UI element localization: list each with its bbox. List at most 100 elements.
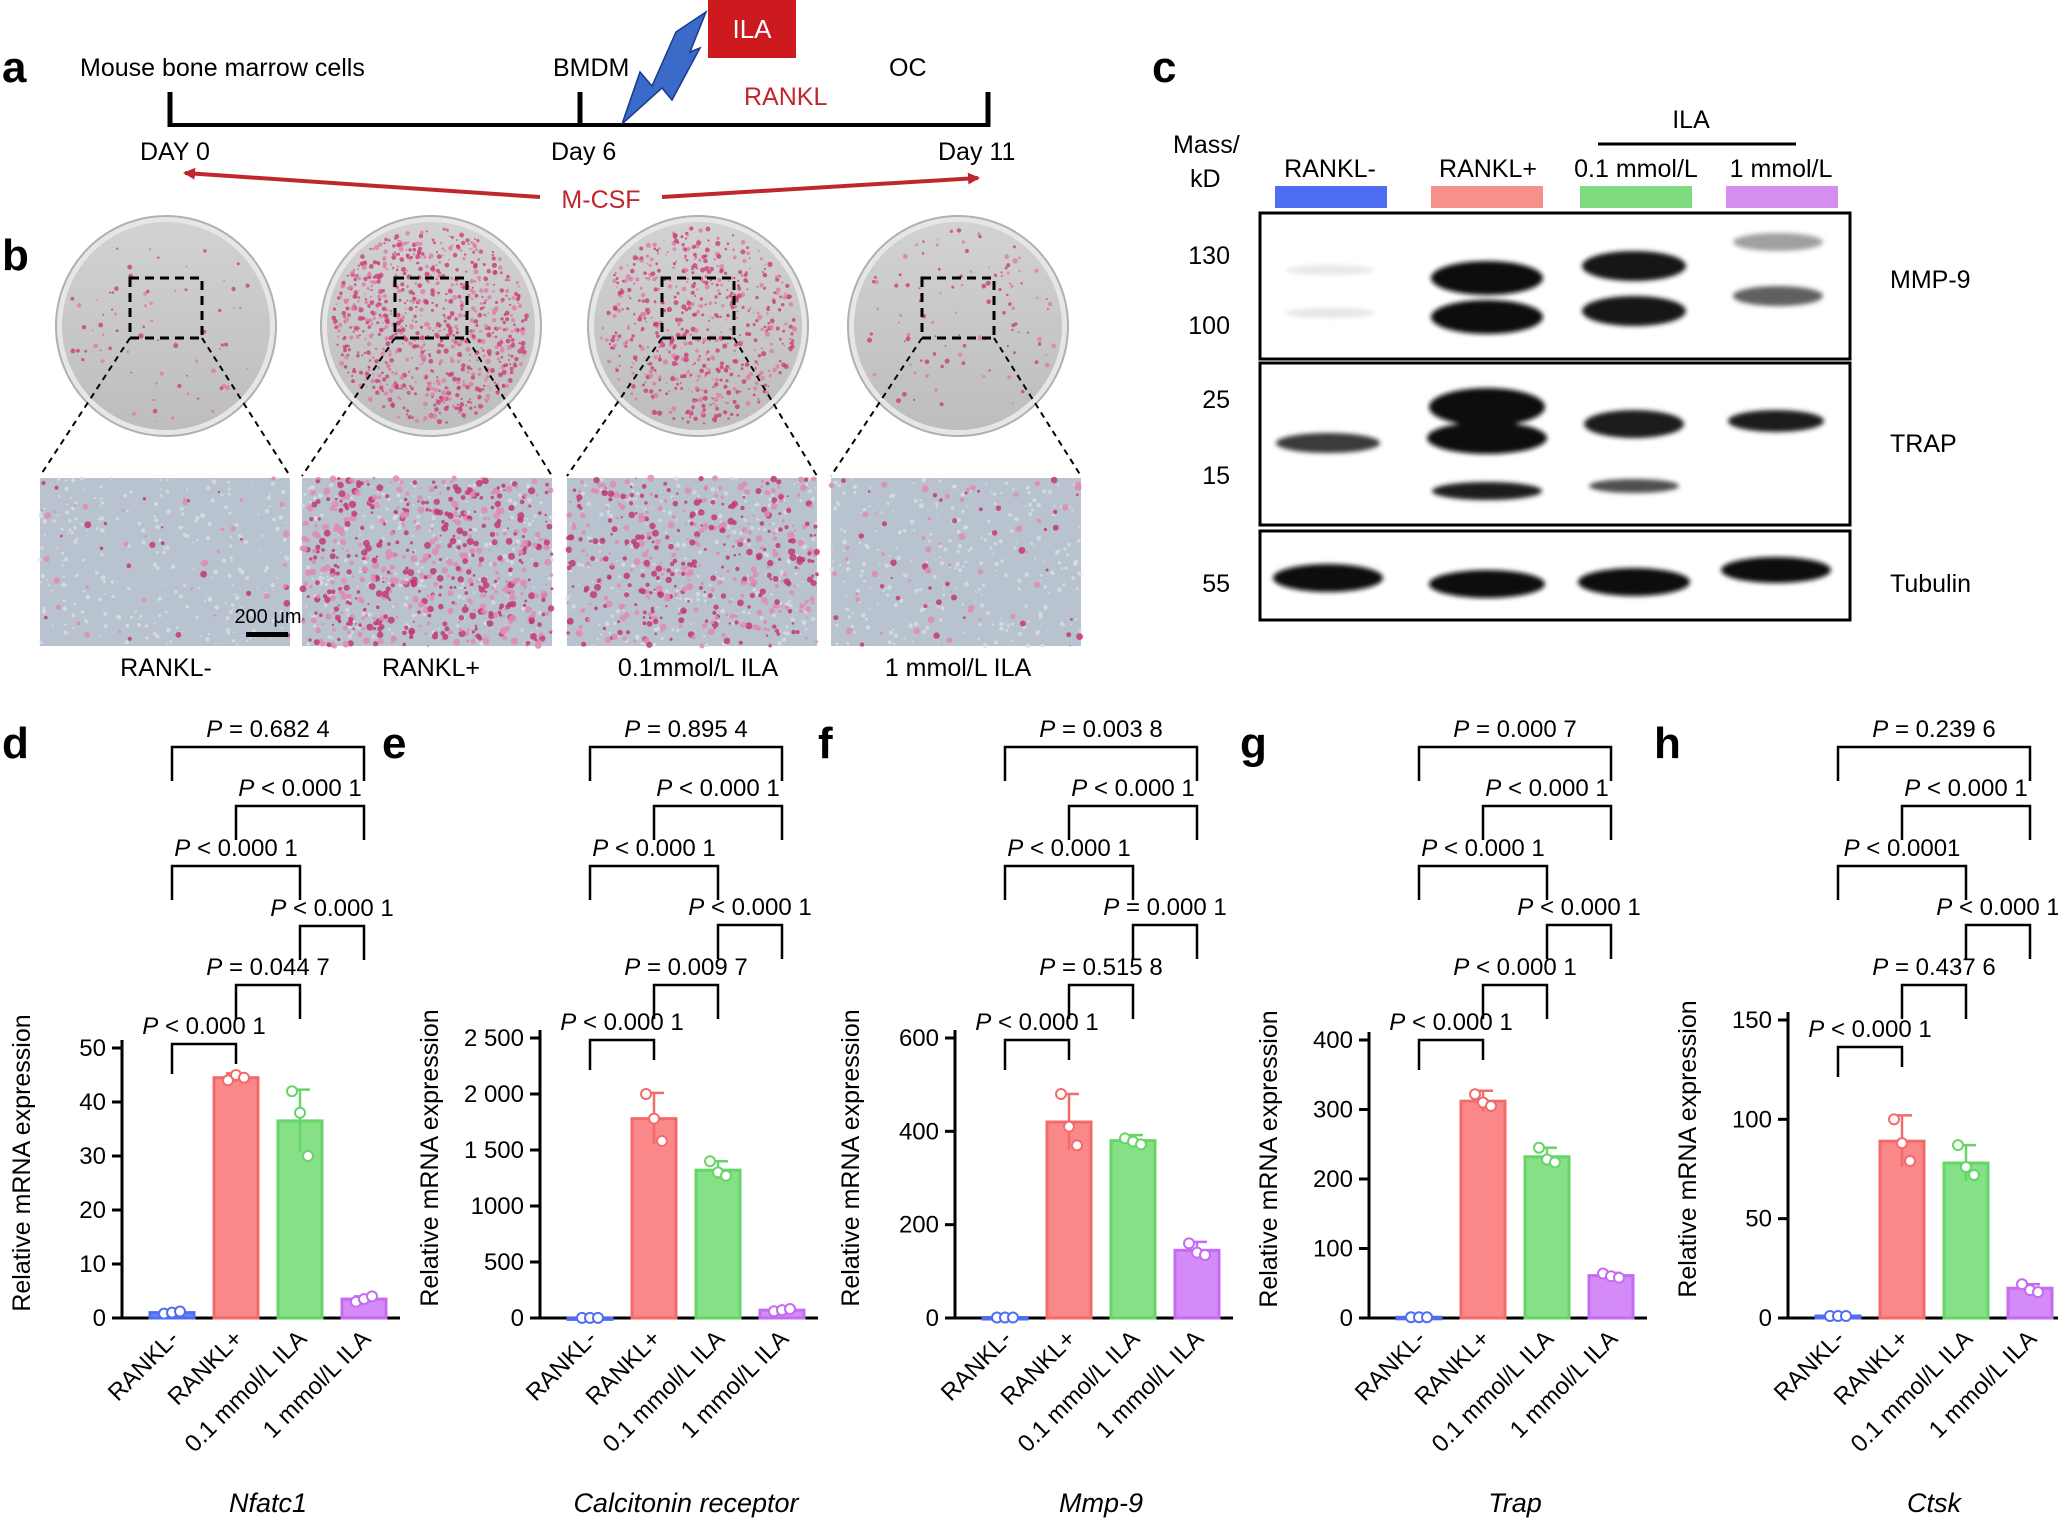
stain-spot <box>349 326 352 329</box>
stain-spot <box>384 299 388 304</box>
cell-texture <box>991 493 994 496</box>
stained-cell <box>1076 493 1079 497</box>
stained-cell <box>799 603 805 609</box>
stained-cell <box>568 561 571 564</box>
stain-spot <box>775 364 780 369</box>
stained-cell <box>405 566 409 570</box>
stained-cell <box>475 479 483 487</box>
stained-cell <box>402 507 405 511</box>
stain-spot <box>484 327 487 330</box>
cell-texture <box>371 634 376 639</box>
cell-texture <box>531 519 534 523</box>
cell-texture <box>141 528 146 533</box>
panel-letter-g: g <box>1240 719 1267 768</box>
stained-cell <box>444 511 450 517</box>
stained-cell <box>325 613 332 620</box>
stain-spot <box>399 331 404 335</box>
stained-cell <box>346 553 351 558</box>
cell-texture <box>753 551 755 554</box>
stained-cell <box>426 644 430 648</box>
stained-cell <box>719 575 722 578</box>
cell-texture <box>483 621 488 626</box>
cell-texture <box>432 533 436 537</box>
cell-texture <box>695 591 701 597</box>
cell-texture <box>598 623 601 626</box>
stained-cell <box>354 489 361 496</box>
stain-spot <box>686 281 689 284</box>
stain-spot <box>376 262 381 266</box>
stained-cell <box>528 592 536 600</box>
cell-texture <box>309 500 312 504</box>
stained-cell <box>609 480 617 488</box>
bar <box>630 1117 678 1320</box>
stain-spot <box>430 266 436 272</box>
cell-texture <box>165 545 170 550</box>
zoom-box <box>920 276 996 340</box>
cell-texture <box>621 562 626 567</box>
stain-spot <box>381 306 387 312</box>
stained-cell <box>396 506 400 510</box>
cell-texture <box>137 521 142 526</box>
cell-texture <box>983 538 987 542</box>
cell-texture <box>622 609 625 613</box>
cell-texture <box>770 593 773 596</box>
stained-cell <box>402 554 407 559</box>
stained-cell <box>576 503 582 509</box>
cell-texture <box>159 494 163 497</box>
cell-texture <box>359 567 362 570</box>
cell-texture <box>265 566 270 571</box>
significance-bracket <box>1417 864 1549 900</box>
stained-cell <box>253 612 257 615</box>
stain-spot <box>483 276 486 279</box>
cell-texture <box>840 528 843 531</box>
stained-cell <box>385 494 390 499</box>
cell-texture <box>943 547 948 552</box>
cell-texture <box>206 485 211 491</box>
stain-spot <box>470 247 473 250</box>
blot-label-mmp9: MMP-9 <box>1890 266 1971 294</box>
stain-spot <box>500 355 504 359</box>
stained-cell <box>361 626 366 631</box>
stained-cell <box>738 553 741 556</box>
stain-spot <box>399 329 402 333</box>
cell-texture <box>139 614 143 618</box>
stained-cell <box>653 545 659 551</box>
stain-spot <box>415 254 420 260</box>
cell-texture <box>934 502 939 506</box>
cell-texture <box>327 635 331 639</box>
stain-spot <box>389 312 392 316</box>
stain-spot <box>612 278 617 284</box>
cell-texture <box>512 547 515 551</box>
cell-texture <box>977 638 981 641</box>
stain-spot <box>474 280 477 283</box>
stained-cell <box>677 571 681 574</box>
cell-texture <box>275 526 280 532</box>
stain-spot <box>745 271 748 274</box>
stained-cell <box>490 495 494 500</box>
stain-spot <box>639 256 644 260</box>
stain-spot <box>435 251 439 254</box>
stain-spot <box>648 373 654 379</box>
cell-texture <box>320 513 324 517</box>
cell-texture <box>286 618 291 623</box>
stain-spot <box>449 372 453 375</box>
cell-texture <box>418 583 422 588</box>
stained-cell <box>200 570 208 578</box>
cell-texture <box>227 480 231 484</box>
cell-texture <box>608 631 612 635</box>
cell-texture <box>851 612 855 615</box>
stained-cell <box>933 632 940 639</box>
stain-spot <box>399 384 402 387</box>
stain-spot <box>665 392 669 396</box>
stain-spot <box>729 372 734 377</box>
cell-texture <box>255 551 257 553</box>
bar <box>1942 1161 1990 1320</box>
stain-spot <box>405 357 409 362</box>
stain-spot <box>768 374 773 378</box>
cell-texture <box>394 572 398 576</box>
stain-spot <box>486 332 492 338</box>
cell-texture <box>159 488 162 491</box>
stain-spot <box>465 270 468 273</box>
stain-spot <box>465 385 470 390</box>
